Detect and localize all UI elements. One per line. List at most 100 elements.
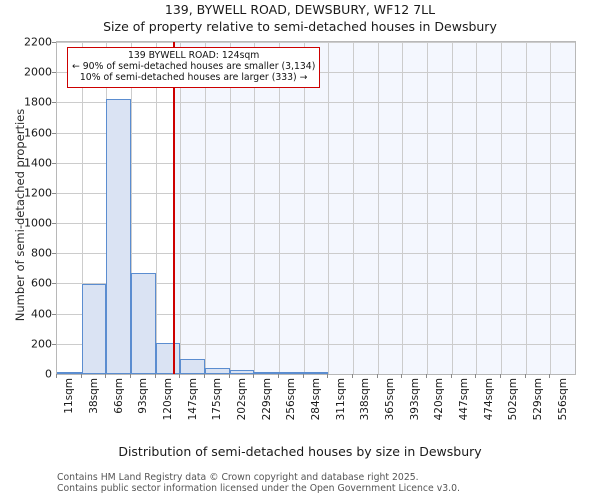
x-axis-tick-mark [302, 374, 304, 378]
histogram-bar [131, 272, 156, 374]
gridline-horizontal [57, 42, 575, 43]
y-axis-tick-label: 2000 [24, 65, 52, 79]
y-axis-tick-label: 600 [31, 276, 52, 290]
x-axis-tick-label: 556sqm [556, 378, 569, 421]
gridline-vertical [254, 42, 256, 374]
gridline-horizontal [57, 162, 575, 164]
y-axis-tick-mark [52, 102, 56, 104]
y-axis-tick-label: 1600 [24, 126, 52, 140]
gridline-vertical [180, 42, 182, 374]
gridline-vertical [550, 42, 552, 374]
y-axis-tick-label: 0 [45, 367, 52, 381]
gridline-vertical [402, 42, 404, 374]
y-axis: 0 200 400 600 800 1000 1200 1400 1600 1800 2000 220… [0, 36, 56, 381]
chart-title-block: 139, BYWELL ROAD, DEWSBURY, WF12 7LL Siz… [0, 2, 600, 35]
x-axis-tick-mark [549, 374, 551, 378]
gridline-vertical [328, 42, 330, 374]
y-axis-tick-mark [52, 283, 56, 285]
property-size-marker-line [172, 42, 175, 374]
x-axis-tick-mark [204, 374, 205, 378]
x-axis-tick-label: 502sqm [507, 378, 520, 421]
y-axis-tick-mark [52, 72, 56, 74]
gridline-vertical [279, 42, 280, 374]
gridline-vertical [155, 42, 157, 374]
histogram-bar [205, 367, 230, 374]
y-axis-tick-mark [52, 313, 56, 315]
x-axis-tick-mark [228, 374, 230, 378]
x-axis-tick-mark [352, 374, 353, 378]
x-axis-tick-mark [500, 374, 501, 378]
x-axis-tick-mark [475, 374, 477, 378]
x-axis-tick-label: 529sqm [532, 378, 544, 421]
x-axis-tick-label: 38sqm [88, 378, 100, 414]
gridline-horizontal [57, 223, 575, 225]
y-axis-tick-label: 1200 [24, 186, 52, 200]
gridline-horizontal [57, 132, 575, 134]
y-axis-tick-label: 1000 [24, 216, 52, 230]
x-axis-tick-label: 175sqm [211, 378, 224, 421]
histogram-bar [81, 283, 107, 374]
gridline-vertical [229, 42, 231, 374]
x-axis: 11sqm 38sqm 66sqm 93sqm 120sqm 147sqm 175sqm 20… [56, 374, 576, 438]
y-axis-tick-label: 1400 [24, 156, 52, 170]
x-axis-tick-label: 202sqm [236, 378, 248, 421]
gridline-vertical [81, 42, 83, 374]
y-axis-tick-label: 800 [31, 246, 52, 260]
y-axis-tick-mark [52, 192, 56, 194]
plot-area: 139 BYWELL ROAD: 124sqm ← 90% of semi-det… [56, 41, 576, 375]
gridline-horizontal [57, 102, 575, 104]
gridline-vertical [427, 42, 428, 374]
footer-attribution: Contains HM Land Registry data © Crown c… [57, 472, 597, 494]
gridline-vertical [501, 42, 502, 374]
histogram-bar [155, 342, 181, 374]
x-axis-tick-label: 66sqm [112, 378, 125, 414]
gridline-vertical [377, 42, 379, 374]
histogram-bar [279, 371, 304, 374]
x-axis-tick-label: 229sqm [260, 378, 273, 421]
gridline-vertical [476, 42, 478, 374]
histogram-bar [229, 370, 255, 374]
histogram-bar [180, 359, 205, 374]
x-axis-tick-label: 147sqm [186, 378, 199, 421]
x-axis-tick-label: 256sqm [285, 378, 298, 421]
x-axis-tick-mark [401, 374, 403, 378]
gridline-vertical [525, 42, 527, 374]
x-axis-tick-label: 447sqm [458, 378, 470, 421]
y-axis-tick-label: 1800 [24, 95, 52, 109]
x-axis-tick-mark [253, 374, 255, 378]
histogram-bar [254, 371, 279, 374]
y-axis-tick-label: 200 [31, 337, 52, 351]
x-axis-tick-label: 311sqm [334, 378, 347, 421]
x-axis-tick-label: 393sqm [408, 378, 421, 421]
x-axis-tick-label: 420sqm [433, 378, 446, 421]
x-axis-tick-mark [179, 374, 181, 378]
gridline-vertical [205, 42, 206, 374]
gridline-vertical [303, 42, 305, 374]
gridline-vertical [131, 42, 132, 374]
gridline-horizontal [57, 253, 575, 255]
x-axis-tick-mark [524, 374, 526, 378]
y-axis-tick-mark [52, 132, 56, 134]
y-axis-tick-mark [52, 162, 56, 164]
x-axis-tick-mark [80, 374, 82, 378]
x-axis-tick-mark [154, 374, 156, 378]
gridline-horizontal [57, 192, 575, 194]
x-axis-tick-mark [105, 374, 107, 378]
y-axis-tick-mark [52, 42, 56, 43]
y-axis-tick-label: 2200 [24, 35, 52, 49]
x-axis-tick-mark [278, 374, 279, 378]
x-axis-tick-mark [327, 374, 329, 378]
gridline-horizontal [57, 343, 575, 345]
x-axis-tick-label: 284sqm [310, 378, 322, 421]
histogram-bar [303, 371, 329, 374]
footer-line-2: Contains public sector information licen… [57, 483, 460, 494]
y-axis-tick-label: 400 [31, 307, 52, 321]
histogram-bar [57, 371, 82, 374]
larger-region-shading [172, 42, 575, 374]
gridline-vertical [451, 42, 453, 374]
y-axis-label: Number of semi-detached properties [13, 108, 27, 322]
gridline-horizontal [57, 283, 575, 285]
x-axis-tick-mark [376, 374, 378, 378]
annotation-larger: 10% of semi-detached houses are larger (… [79, 72, 308, 84]
